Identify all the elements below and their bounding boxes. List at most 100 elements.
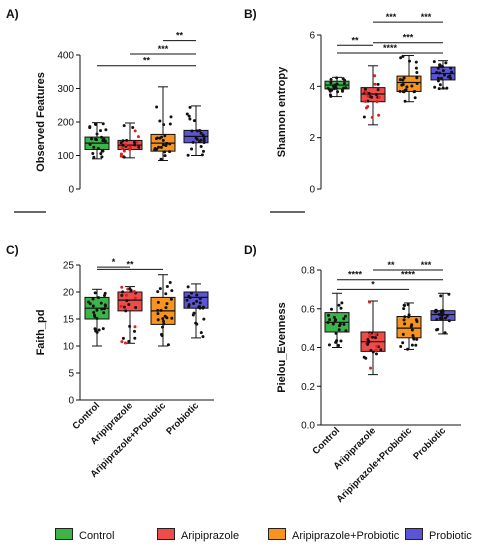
panel-1-point [199, 144, 203, 148]
panel-1-point [124, 143, 128, 147]
panel-2-point [413, 96, 417, 100]
panel-4-point [402, 318, 406, 322]
panel-4-point [332, 315, 336, 319]
panel-1-point [188, 105, 192, 109]
panel-2-bracket-label: *** [386, 12, 397, 22]
panel-3-point [97, 328, 101, 332]
panel-2-point [376, 82, 380, 86]
panel-2-ytick-label: 2 [309, 133, 315, 144]
panel-3-point [120, 293, 124, 297]
panel-1-point [202, 136, 206, 140]
panel-3-point [128, 324, 132, 328]
panel-2-point [400, 83, 404, 87]
panel-4-point [337, 328, 341, 332]
legend-item-aripiprazole: Aripiprazole [157, 528, 239, 542]
panel-4-box-3 [396, 302, 422, 351]
panel-4-point [374, 348, 378, 352]
panel-2-point [367, 91, 371, 95]
panel-2-point [410, 84, 414, 88]
panel-4-bracket-label: **** [348, 270, 363, 280]
panel-3-point [156, 318, 160, 322]
panel-4-point [338, 322, 342, 326]
panel-2-point [432, 60, 436, 64]
panel-3-point [124, 309, 128, 313]
panel-3-point [101, 327, 105, 331]
panel-3-point [93, 327, 97, 331]
legend-item-probiotic: Probiotic [405, 528, 472, 542]
panel-3-bracket-label: ** [126, 259, 134, 269]
panel-3-point [156, 308, 160, 312]
panel-2-point [370, 115, 374, 119]
panel-3-point [133, 296, 137, 300]
panel-1-point [200, 153, 204, 157]
panel-1-point [185, 112, 189, 116]
panel-2-ytick-label: 0 [309, 185, 315, 196]
panel-4-point [434, 310, 438, 314]
panel-1-point [190, 129, 194, 133]
panel-3-point [132, 290, 136, 294]
panel-1-point [99, 152, 103, 156]
panel-4-point [436, 327, 440, 331]
legend-swatch-aripiprazole-probiotic [268, 528, 286, 540]
panel-4-point [443, 316, 447, 320]
panel-3-letter: C) [6, 243, 19, 257]
panel-4-point [439, 311, 443, 315]
panel-2-point [403, 99, 407, 103]
panel-4-point [414, 343, 418, 347]
panel-4-point [369, 348, 373, 352]
panel-3-point [91, 304, 95, 308]
panel-2-point [364, 90, 368, 94]
panel-1-point [103, 139, 107, 143]
panel-2-letter: B) [244, 7, 257, 21]
panel-2-point [362, 115, 366, 119]
panel-2-bracket-label: **** [383, 43, 398, 53]
panel-1-point [202, 141, 206, 145]
panel-1-point [158, 136, 162, 140]
panel-1-point [95, 132, 99, 136]
panel-3-point [102, 307, 106, 311]
panel-2-point [373, 82, 377, 86]
panel-1-point [137, 145, 141, 149]
panel-3-ytick-label: 25 [63, 261, 75, 272]
panel-3-point [195, 322, 199, 326]
panel-3-point [133, 325, 137, 329]
panel-4-point [445, 314, 449, 318]
panel-3-point [159, 308, 163, 312]
panel-1-bracket-label: ** [143, 56, 151, 66]
panel-4-bracket-label: **** [401, 270, 416, 280]
panel-2-point [415, 76, 419, 80]
panel-4-point [368, 300, 372, 304]
panel-1-point [168, 122, 172, 126]
panel-3-point [93, 315, 97, 319]
panel-3-point [162, 322, 166, 326]
panel-3-point [195, 299, 199, 303]
panel-2-point [444, 61, 448, 65]
panel-1-box-1 [84, 122, 110, 160]
panel-4-ytick-label: 0.8 [301, 266, 315, 277]
panel-1-point [119, 152, 123, 156]
panel-2-point [441, 86, 445, 90]
panel-1-point [100, 155, 104, 159]
panel-3-point [95, 330, 99, 334]
panel-4-box-2 [360, 300, 386, 376]
panel-2-point [401, 54, 405, 58]
legend-label-aripiprazole: Aripiprazole [181, 530, 240, 542]
panel-2-point [436, 66, 440, 70]
panel-4-box-1 [324, 292, 350, 348]
panel-3-point [201, 335, 205, 339]
legend-label-probiotic: Probiotic [429, 530, 472, 542]
panel-1-point [90, 137, 94, 141]
panel-3-point [119, 304, 123, 308]
panel-4-point [374, 352, 378, 356]
panel-1-point [159, 145, 163, 149]
panel-2-point [408, 59, 412, 63]
panel-1-point [94, 137, 98, 141]
panel-3-point [156, 300, 160, 304]
panel-4-point [364, 356, 368, 360]
panel-2-point [435, 70, 439, 74]
panel-2-point [404, 88, 408, 92]
panel-1-point [135, 140, 139, 144]
panel-3-point [123, 341, 127, 345]
panel-3-xtick-label: Probiotic [164, 400, 201, 437]
panel-3-point [156, 290, 160, 294]
